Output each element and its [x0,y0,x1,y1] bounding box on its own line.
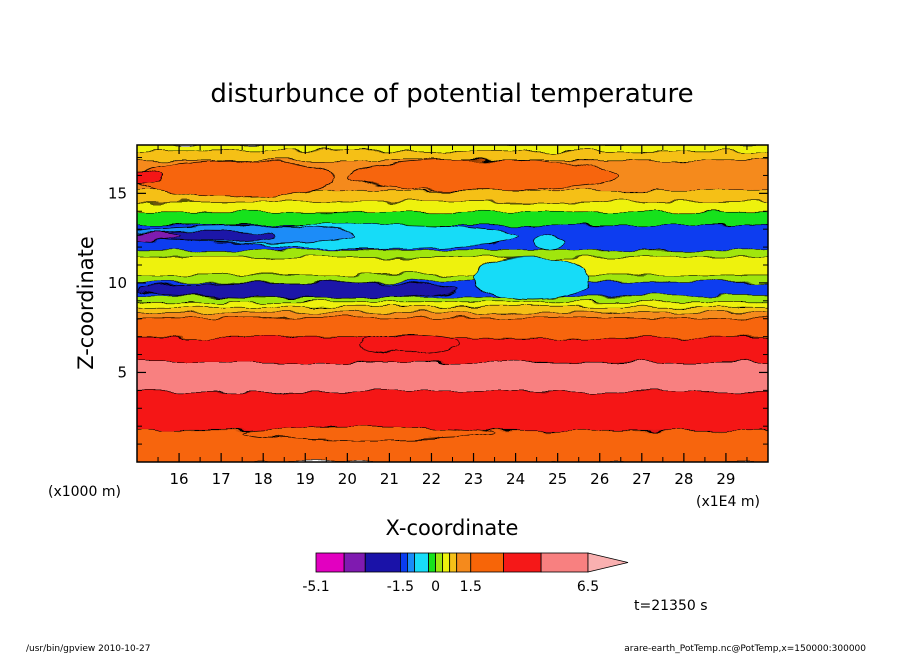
x-tick-label: 17 [212,470,231,488]
y-tick-label: 15 [108,184,127,202]
colorbar-label: 1.5 [460,579,482,595]
colorbar-label: 0 [431,579,440,595]
x-tick-label: 18 [254,470,273,488]
contour-blob [534,236,565,251]
x-tick-label: 25 [548,470,567,488]
colorbar-swatch [407,552,415,573]
x-tick-label: 23 [464,470,483,488]
contour-band [137,360,768,392]
colorbar-swatch [343,552,366,573]
contour-blob [137,160,336,198]
footer-right: arare-earth_PotTemp.nc@PotTemp,x=150000:… [624,644,866,654]
colorbar-label: -1.5 [387,579,414,595]
contour-blob [241,426,495,440]
contour-blob [359,334,462,354]
x-tick-label: 20 [338,470,357,488]
contour-band [137,389,768,432]
colorbar-swatch [449,552,458,573]
x-tick-label: 27 [632,470,651,488]
colorbar-swatch [315,552,345,573]
contour-blob [346,159,617,192]
x-unit-label: (x1E4 m) [696,494,760,510]
contour-blobs [137,159,617,440]
y-tick-label: 5 [117,363,127,381]
contour-blob [137,170,163,184]
colorbar-label: -5.1 [302,579,329,595]
x-tick-label: 19 [296,470,315,488]
contour-blob [137,231,180,242]
x-tick-label: 28 [674,470,693,488]
colorbar-arrow [587,552,629,573]
colorbar-swatch [540,552,589,573]
y-axis-label: Z-coordinate [74,236,98,370]
x-tick-label: 24 [506,470,525,488]
x-tick-label: 29 [716,470,735,488]
y-unit-label: (x1000 m) [48,484,121,500]
contour-band [137,254,768,276]
x-axis: 16 17 18 19 20 21 22 23 24 25 26 27 28 29 [157,145,748,488]
colorbar-swatch [414,552,429,573]
x-axis-label: X-coordinate [386,516,519,540]
y-tick-label: 10 [108,274,127,292]
x-tick-label: 26 [590,470,609,488]
colorbar-swatch [428,552,436,573]
x-tick-label: 21 [380,470,399,488]
contour-blob [473,255,592,300]
contour-blob [137,281,458,299]
time-label: t=21350 s [634,598,708,614]
x-tick-label: 22 [422,470,441,488]
chart-title: disturbunce of potential temperature [210,79,693,109]
colorbar-swatch [456,552,472,573]
colorbar-swatch [503,552,542,573]
colorbar-swatch [442,552,451,573]
y-axis: 5 10 15 [108,157,768,445]
contour-band [137,315,768,338]
colorbar-swatch [364,552,401,573]
colorbar-swatch [400,552,408,573]
x-tick-label: 16 [170,470,189,488]
colorbar: -5.1 -1.5 0 1.5 6.5 [302,552,629,595]
colorbar-swatch [470,552,504,573]
plot-area [137,145,768,462]
footer-left: /usr/bin/gpview 2010-10-27 [26,644,150,654]
colorbar-swatch [435,552,444,573]
colorbar-label: 6.5 [577,579,599,595]
